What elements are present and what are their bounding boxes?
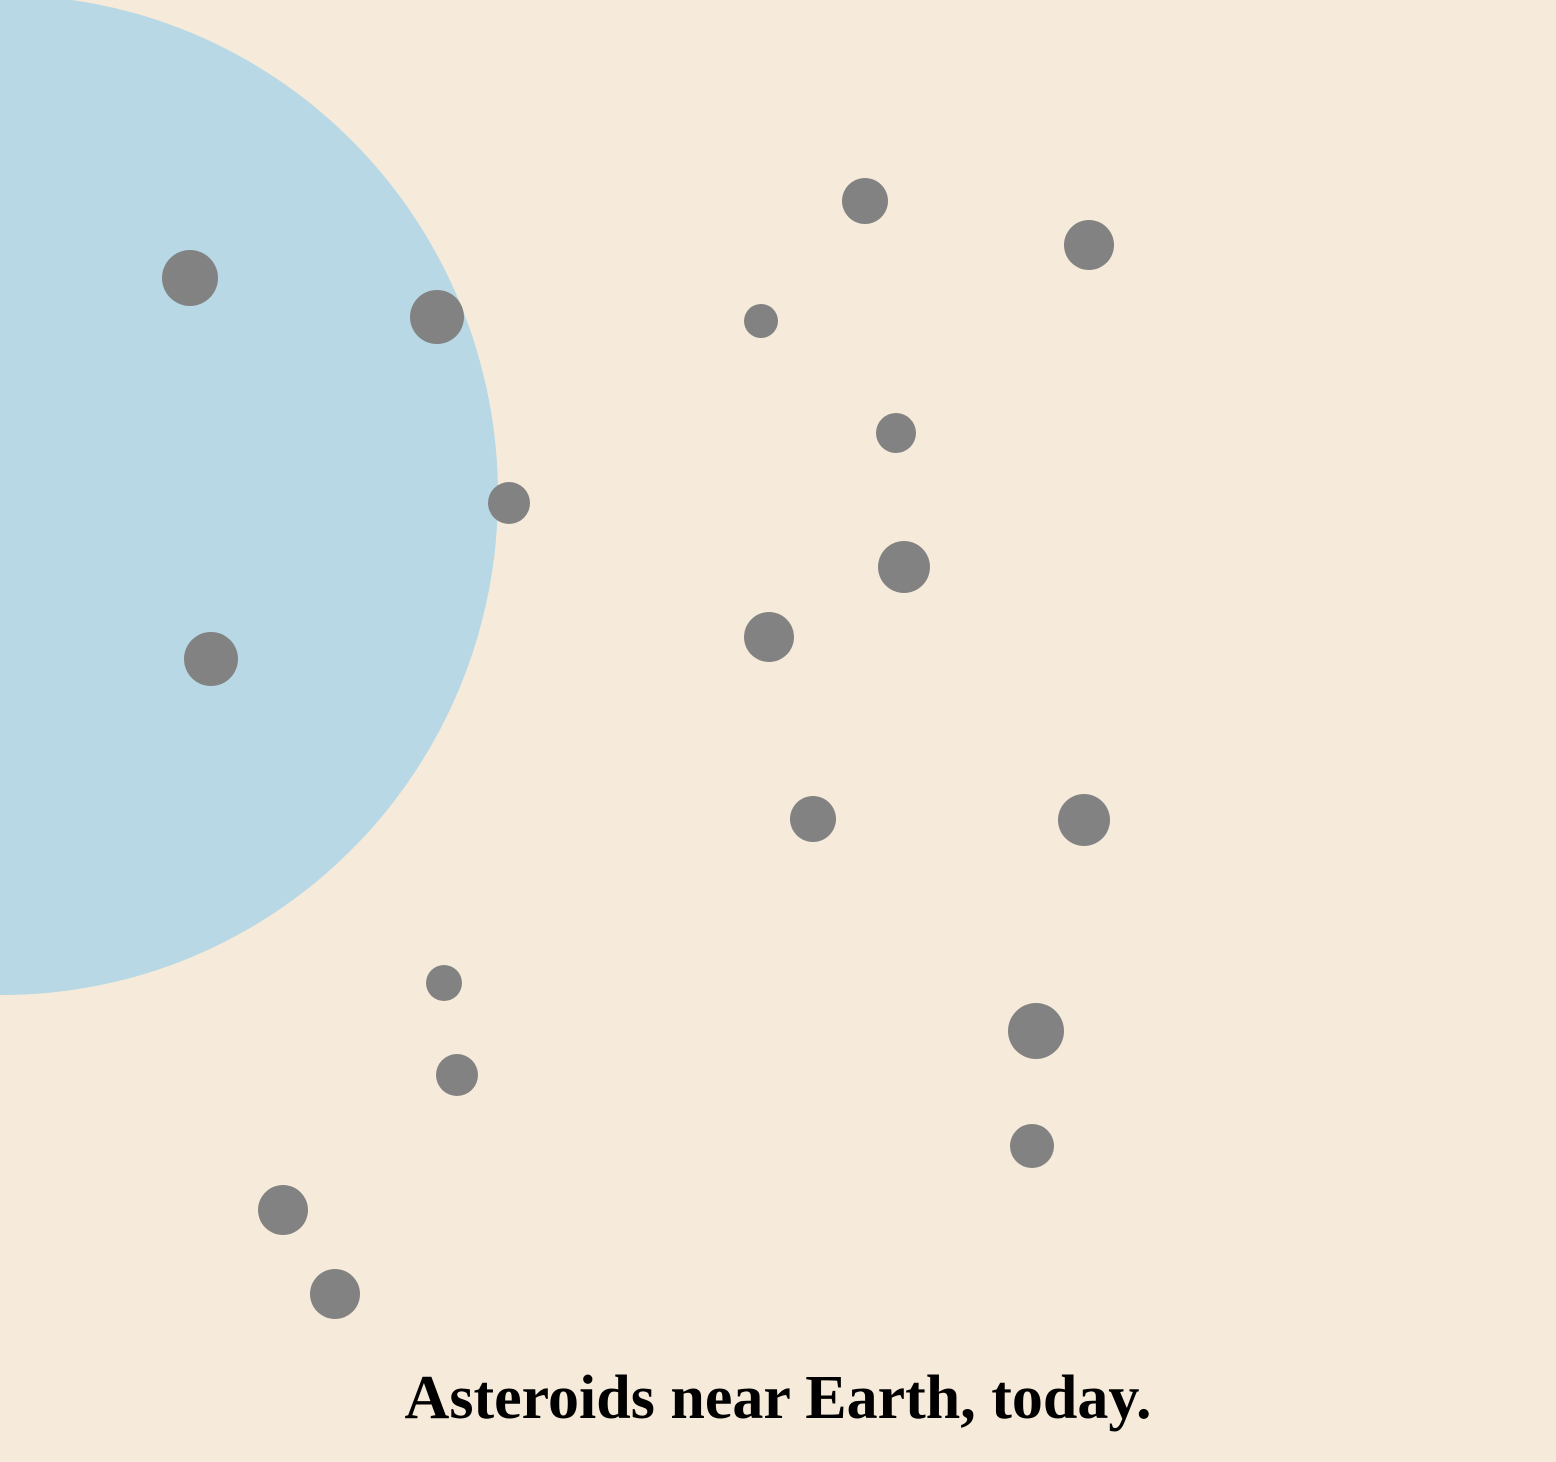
asteroid-icon [162,250,218,306]
asteroid-icon [1064,220,1114,270]
asteroid-icon [410,290,464,344]
caption: Asteroids near Earth, today. [404,1364,1152,1432]
asteroid-icon [876,413,916,453]
asteroid-icon [744,304,778,338]
asteroid-icon [1058,794,1110,846]
asteroid-icon [426,965,462,1001]
asteroid-icon [842,178,888,224]
asteroid-icon [488,482,530,524]
asteroid-icon [878,541,930,593]
asteroid-icon [1008,1003,1064,1059]
asteroid-icon [310,1269,360,1319]
earth-circle [0,0,498,995]
asteroid-icon [184,632,238,686]
asteroid-icon [744,612,794,662]
asteroid-icon [790,796,836,842]
asteroid-icon [436,1054,478,1096]
asteroid-icon [1010,1124,1054,1168]
asteroid-icon [258,1185,308,1235]
